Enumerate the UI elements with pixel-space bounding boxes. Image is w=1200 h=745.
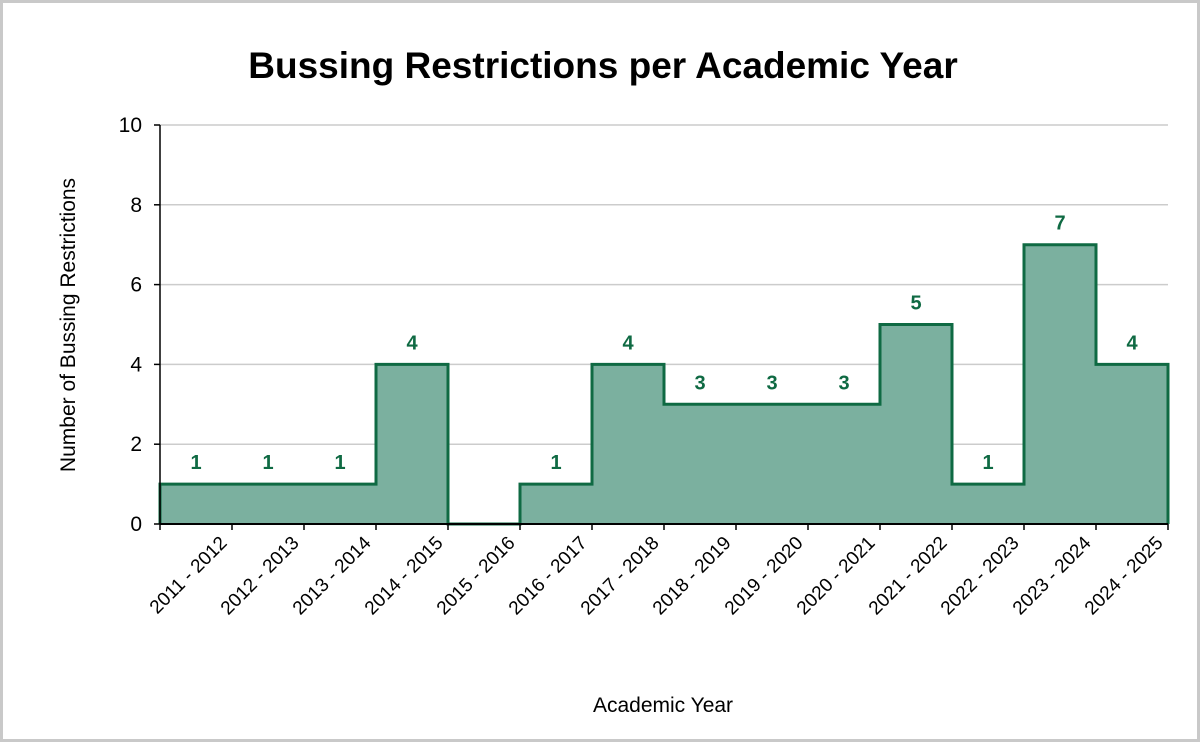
gridlines xyxy=(160,124,1168,445)
x-axis-title: Academic Year xyxy=(593,694,733,717)
data-labels: 1 1 1 4 1 4 3 3 3 5 1 7 4 xyxy=(190,213,1138,474)
chart-title: Bussing Restrictions per Academic Year xyxy=(248,45,957,86)
area-segment-2 xyxy=(304,484,376,524)
area-segment-6 xyxy=(592,364,664,524)
data-label: 1 xyxy=(982,452,993,474)
y-tick-label: 0 xyxy=(130,513,142,536)
data-label: 1 xyxy=(262,452,273,474)
data-label: 1 xyxy=(550,452,561,474)
area-segment-3 xyxy=(376,364,448,524)
area-segment-13 xyxy=(1096,364,1168,524)
data-label: 4 xyxy=(406,332,418,354)
data-label: 1 xyxy=(334,452,345,474)
series-line xyxy=(158,243,1170,526)
chart: Bussing Restrictions per Academic Year 0… xyxy=(57,45,1170,717)
data-label: 3 xyxy=(838,372,849,394)
area-segment-1 xyxy=(232,484,304,524)
data-label: 4 xyxy=(1126,332,1138,354)
y-tick-labels: 0 2 4 6 8 10 xyxy=(119,114,143,536)
data-label: 4 xyxy=(622,332,634,354)
y-axis-title: Number of Bussing Restrictions xyxy=(57,178,80,472)
data-label: 7 xyxy=(1054,213,1065,235)
area-segment-7 xyxy=(664,404,736,524)
area-segment-0 xyxy=(160,484,232,524)
y-tick-label: 8 xyxy=(130,194,142,217)
area-segment-10 xyxy=(880,324,952,524)
x-tick-label: 2024 - 2025 xyxy=(1081,533,1168,620)
area-segment-5 xyxy=(520,484,592,524)
y-tick-label: 6 xyxy=(130,274,142,297)
area-segment-12 xyxy=(1024,244,1096,524)
y-tick-label: 2 xyxy=(130,433,142,456)
area-segment-9 xyxy=(808,404,880,524)
axes xyxy=(154,124,1169,530)
data-label: 5 xyxy=(910,293,921,315)
area-segment-11 xyxy=(952,484,1024,524)
data-label: 3 xyxy=(766,372,777,394)
y-tick-label: 10 xyxy=(119,114,142,137)
area-segment-8 xyxy=(736,404,808,524)
y-tick-label: 4 xyxy=(130,353,142,376)
data-label: 1 xyxy=(190,452,201,474)
data-label: 3 xyxy=(694,372,705,394)
area-series xyxy=(158,243,1170,526)
